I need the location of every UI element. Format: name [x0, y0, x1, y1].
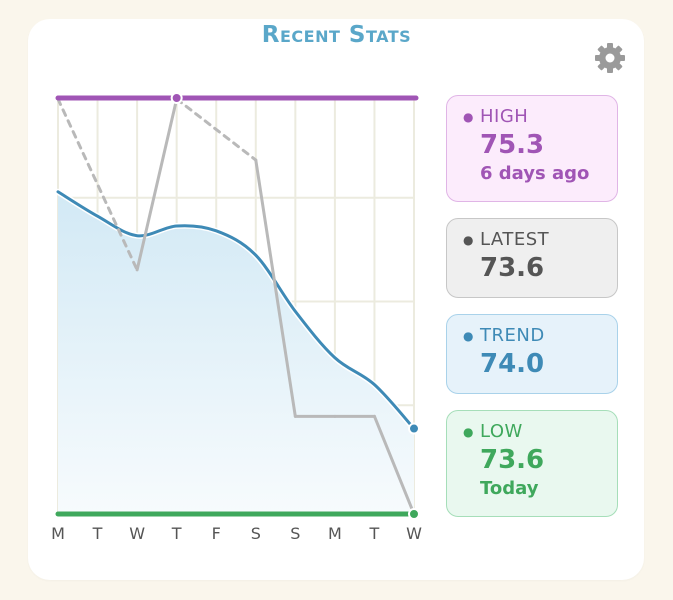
- x-tick-label: F: [212, 524, 221, 543]
- low-stat-subtext: Today: [480, 478, 539, 499]
- trend-end-marker: [408, 422, 420, 435]
- high-stat-subtext: 6 days ago: [480, 163, 590, 184]
- actual-segment: [135, 97, 179, 272]
- x-tick-label: S: [290, 524, 300, 543]
- bullet-icon: ●: [463, 329, 474, 343]
- x-tick-label: T: [171, 524, 182, 543]
- latest-stat-label: LATEST: [479, 229, 550, 250]
- gear-icon[interactable]: [592, 40, 628, 76]
- actual-segment-dashed: [175, 97, 258, 162]
- x-tick-label: M: [328, 524, 342, 543]
- actual-segment: [372, 414, 416, 516]
- low-stat-label: LOW: [479, 421, 523, 442]
- low-point-marker: [408, 508, 420, 520]
- latest-stat-card[interactable]: ● LATEST 73.6: [446, 218, 618, 298]
- bullet-icon: ●: [463, 233, 474, 247]
- actual-segment: [254, 158, 297, 418]
- trend-stat-label-row: ● TREND: [463, 325, 617, 347]
- x-tick-label: M: [51, 524, 65, 543]
- latest-stat-value: 73.6: [480, 253, 545, 283]
- high-stat-card[interactable]: ● HIGH 75.3 6 days ago: [446, 95, 618, 202]
- actual-segment-dashed: [56, 97, 139, 272]
- low-stat-card[interactable]: ● LOW 73.6 Today: [446, 410, 618, 517]
- high-stat-label-row: ● HIGH: [463, 106, 617, 128]
- high-stat-value: 75.3: [480, 130, 545, 160]
- trend-stat-value: 74.0: [480, 349, 545, 379]
- low-stat-label-row: ● LOW: [463, 421, 617, 443]
- x-tick-label: S: [251, 524, 261, 543]
- x-tick-label: W: [129, 524, 145, 543]
- trend-stat-card[interactable]: ● TREND 74.0: [446, 314, 618, 394]
- bullet-icon: ●: [463, 425, 474, 439]
- high-point-marker: [170, 92, 183, 104]
- actual-series: [56, 97, 416, 516]
- high-stat-label: HIGH: [479, 106, 529, 127]
- trend-stat-label: TREND: [479, 325, 545, 346]
- chart-markers: [170, 92, 420, 520]
- x-tick-label: W: [406, 524, 422, 543]
- bullet-icon: ●: [463, 110, 474, 124]
- low-stat-value: 73.6: [480, 445, 545, 475]
- page-title: Recent Stats: [261, 22, 412, 48]
- trend-area: [58, 191, 414, 514]
- x-tick-label: T: [92, 524, 103, 543]
- x-tick-label: T: [369, 524, 380, 543]
- latest-stat-label-row: ● LATEST: [463, 229, 617, 251]
